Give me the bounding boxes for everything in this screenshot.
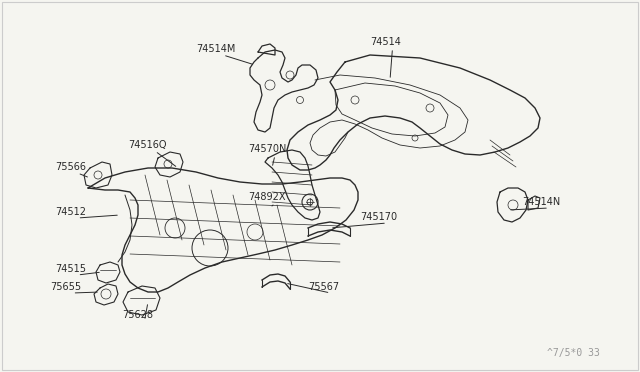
Text: 74512: 74512 xyxy=(55,207,86,217)
Text: 74516Q: 74516Q xyxy=(128,140,166,150)
Text: 74570N: 74570N xyxy=(248,144,286,154)
Text: 74514N: 74514N xyxy=(522,197,560,207)
Text: 74892X: 74892X xyxy=(248,192,285,202)
Text: 74515: 74515 xyxy=(55,264,86,274)
Text: 74514M: 74514M xyxy=(196,44,236,54)
Text: 75628: 75628 xyxy=(122,310,153,320)
Text: 74514: 74514 xyxy=(370,37,401,47)
Text: ^7/5*0 33: ^7/5*0 33 xyxy=(547,348,600,358)
Text: 75567: 75567 xyxy=(308,282,339,292)
Text: 75655: 75655 xyxy=(50,282,81,292)
Text: 75566: 75566 xyxy=(55,162,86,172)
Text: 745170: 745170 xyxy=(360,212,397,222)
